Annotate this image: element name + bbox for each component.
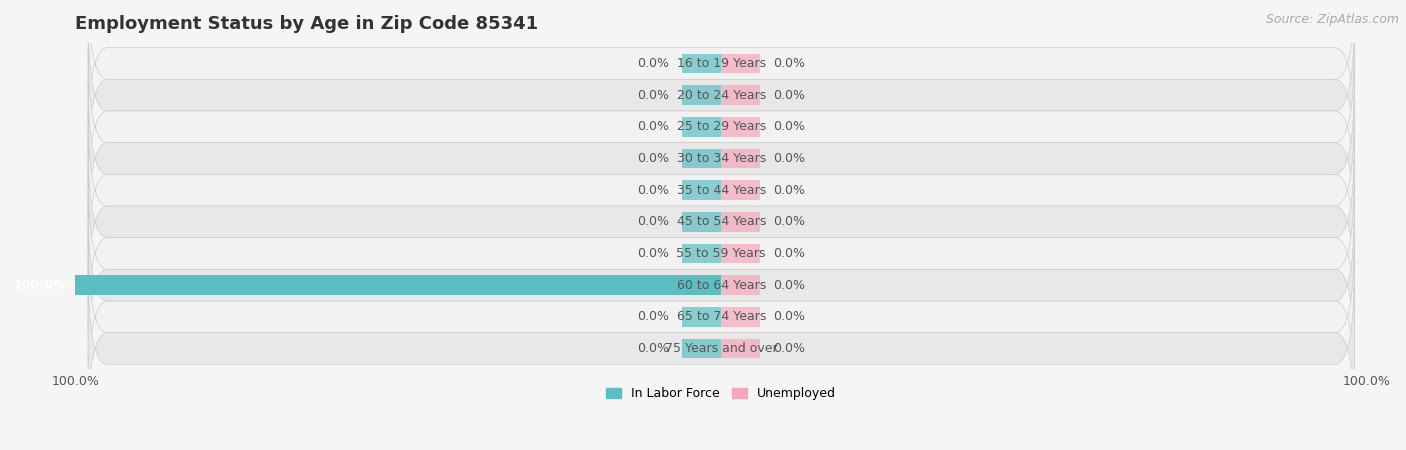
Text: 0.0%: 0.0% <box>637 247 669 260</box>
Bar <box>721 117 761 137</box>
Text: 0.0%: 0.0% <box>773 279 804 292</box>
Bar <box>721 212 761 232</box>
Text: 0.0%: 0.0% <box>773 152 804 165</box>
FancyBboxPatch shape <box>89 48 1354 206</box>
Text: 60 to 64 Years: 60 to 64 Years <box>676 279 766 292</box>
FancyBboxPatch shape <box>89 111 1354 270</box>
Text: 0.0%: 0.0% <box>773 120 804 133</box>
FancyBboxPatch shape <box>89 238 1354 396</box>
FancyBboxPatch shape <box>89 143 1354 301</box>
Bar <box>682 244 721 263</box>
Bar <box>721 86 761 105</box>
Text: 0.0%: 0.0% <box>637 152 669 165</box>
Text: 45 to 54 Years: 45 to 54 Years <box>676 216 766 229</box>
FancyBboxPatch shape <box>89 0 1354 143</box>
Bar <box>682 54 721 73</box>
Text: 0.0%: 0.0% <box>637 184 669 197</box>
Bar <box>721 275 761 295</box>
Text: 55 to 59 Years: 55 to 59 Years <box>676 247 766 260</box>
Text: 0.0%: 0.0% <box>773 184 804 197</box>
FancyBboxPatch shape <box>89 16 1354 174</box>
Text: 0.0%: 0.0% <box>637 120 669 133</box>
Text: 0.0%: 0.0% <box>637 216 669 229</box>
Text: 0.0%: 0.0% <box>637 310 669 324</box>
FancyBboxPatch shape <box>89 79 1354 238</box>
FancyBboxPatch shape <box>89 206 1354 364</box>
Bar <box>721 307 761 327</box>
Text: 0.0%: 0.0% <box>773 342 804 355</box>
Text: 75 Years and over: 75 Years and over <box>665 342 778 355</box>
Bar <box>682 339 721 359</box>
Text: 0.0%: 0.0% <box>637 342 669 355</box>
Bar <box>76 275 721 295</box>
Bar <box>721 339 761 359</box>
Text: 0.0%: 0.0% <box>637 57 669 70</box>
Text: 0.0%: 0.0% <box>773 216 804 229</box>
Text: Source: ZipAtlas.com: Source: ZipAtlas.com <box>1265 14 1399 27</box>
Legend: In Labor Force, Unemployed: In Labor Force, Unemployed <box>602 382 841 405</box>
Text: 35 to 44 Years: 35 to 44 Years <box>676 184 766 197</box>
Bar <box>682 117 721 137</box>
Bar <box>721 244 761 263</box>
Text: 0.0%: 0.0% <box>773 57 804 70</box>
Bar <box>682 307 721 327</box>
Bar <box>682 86 721 105</box>
Text: 0.0%: 0.0% <box>637 89 669 102</box>
Text: 0.0%: 0.0% <box>773 310 804 324</box>
Bar <box>721 180 761 200</box>
FancyBboxPatch shape <box>89 174 1354 333</box>
Text: Employment Status by Age in Zip Code 85341: Employment Status by Age in Zip Code 853… <box>76 15 538 33</box>
Text: 20 to 24 Years: 20 to 24 Years <box>676 89 766 102</box>
Text: 30 to 34 Years: 30 to 34 Years <box>676 152 766 165</box>
Text: 0.0%: 0.0% <box>773 247 804 260</box>
FancyBboxPatch shape <box>89 270 1354 428</box>
Text: 25 to 29 Years: 25 to 29 Years <box>676 120 766 133</box>
Text: 0.0%: 0.0% <box>773 89 804 102</box>
Bar <box>721 148 761 168</box>
Bar <box>682 180 721 200</box>
Text: 16 to 19 Years: 16 to 19 Years <box>676 57 766 70</box>
Bar <box>682 212 721 232</box>
Bar <box>721 54 761 73</box>
Bar <box>682 148 721 168</box>
Text: 65 to 74 Years: 65 to 74 Years <box>676 310 766 324</box>
Text: 100.0%: 100.0% <box>14 279 66 292</box>
